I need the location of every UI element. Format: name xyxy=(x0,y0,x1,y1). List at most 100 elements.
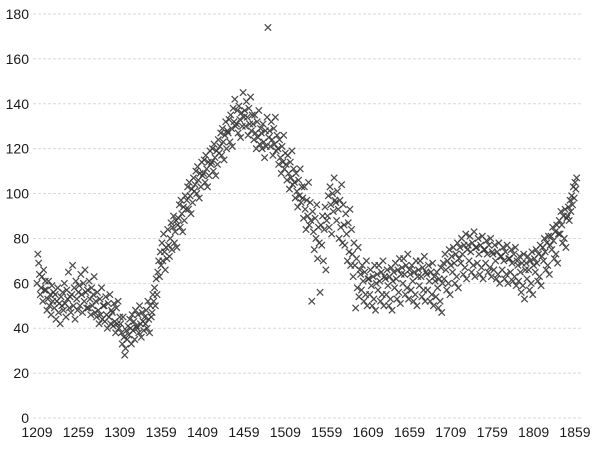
data-point-marker xyxy=(279,158,287,166)
x-tick-label: 1409 xyxy=(187,424,218,440)
data-point-marker xyxy=(228,142,236,151)
data-point-marker xyxy=(347,225,356,234)
data-point-marker xyxy=(509,277,517,285)
data-point-marker xyxy=(232,122,240,130)
data-point-marker xyxy=(57,293,65,301)
data-point-marker xyxy=(570,194,578,202)
data-point-marker xyxy=(252,145,260,153)
data-point-marker xyxy=(255,106,263,115)
y-tick-label: 120 xyxy=(6,141,30,157)
data-point-marker xyxy=(273,131,281,139)
y-tick-label: 100 xyxy=(6,186,30,202)
data-point-marker xyxy=(37,284,45,292)
data-point-marker xyxy=(438,308,446,317)
x-tick-label: 1759 xyxy=(477,424,508,440)
data-point-marker xyxy=(140,313,149,321)
data-point-marker xyxy=(413,302,421,310)
data-point-marker xyxy=(492,275,501,283)
data-point-marker xyxy=(115,324,123,332)
data-point-marker xyxy=(397,270,405,278)
data-point-marker xyxy=(330,174,338,182)
data-point-marker xyxy=(223,127,232,135)
data-point-marker xyxy=(323,212,332,220)
data-point-marker xyxy=(420,252,429,261)
data-point-marker xyxy=(438,279,447,287)
data-point-marker xyxy=(540,234,549,243)
data-point-marker xyxy=(521,266,529,274)
data-point-marker xyxy=(138,308,146,317)
data-point-marker xyxy=(175,201,184,209)
data-point-marker xyxy=(542,266,550,274)
data-point-marker xyxy=(501,275,509,283)
data-point-marker xyxy=(189,174,198,182)
data-point-marker xyxy=(346,205,354,213)
data-point-marker xyxy=(439,259,448,267)
data-point-marker xyxy=(235,102,243,110)
data-point-marker xyxy=(102,293,110,301)
data-point-marker xyxy=(313,201,321,209)
data-point-marker xyxy=(394,266,402,274)
data-point-marker xyxy=(187,210,195,218)
data-point-marker xyxy=(451,279,459,287)
data-point-marker xyxy=(507,246,515,254)
data-point-marker xyxy=(367,281,376,290)
data-point-marker xyxy=(411,290,419,299)
data-point-marker xyxy=(214,136,222,144)
data-point-marker xyxy=(308,297,316,305)
data-point-marker xyxy=(404,295,413,303)
y-tick-label: 180 xyxy=(6,6,30,22)
data-point-marker xyxy=(56,320,64,328)
data-point-marker xyxy=(499,243,507,252)
data-point-marker xyxy=(67,308,75,317)
data-point-marker xyxy=(318,241,326,249)
data-point-marker xyxy=(90,272,98,281)
data-point-marker xyxy=(491,241,499,249)
data-point-marker xyxy=(426,297,434,305)
data-point-marker xyxy=(484,268,492,276)
data-point-marker xyxy=(140,326,148,335)
data-point-marker xyxy=(396,299,405,308)
data-point-marker xyxy=(545,270,553,278)
data-point-marker xyxy=(240,113,248,121)
data-point-marker xyxy=(217,151,226,160)
data-point-marker xyxy=(59,288,67,296)
data-point-marker xyxy=(447,261,455,270)
data-point-marker xyxy=(39,266,48,274)
data-point-marker xyxy=(502,270,510,278)
data-point-marker xyxy=(550,255,558,263)
data-point-marker xyxy=(401,290,409,299)
data-point-marker xyxy=(428,259,437,267)
data-point-marker xyxy=(184,205,193,213)
data-point-marker xyxy=(212,171,220,180)
data-point-marker xyxy=(308,207,317,216)
y-tick-label: 80 xyxy=(13,230,29,246)
data-point-marker xyxy=(257,129,265,137)
data-point-marker xyxy=(406,270,414,278)
data-point-marker xyxy=(390,268,398,276)
data-point-marker xyxy=(520,295,529,303)
data-point-marker xyxy=(551,228,559,236)
data-point-marker xyxy=(537,281,545,290)
data-point-marker xyxy=(339,201,347,209)
data-point-marker xyxy=(201,178,209,186)
data-point-marker xyxy=(245,104,253,112)
data-point-marker xyxy=(92,297,100,305)
data-point-marker xyxy=(213,160,222,169)
data-point-marker xyxy=(233,106,241,115)
data-point-marker xyxy=(328,189,337,198)
data-point-marker xyxy=(81,266,89,274)
data-point-marker xyxy=(151,302,160,310)
data-point-marker xyxy=(373,270,381,278)
data-point-marker xyxy=(150,297,158,305)
data-point-marker xyxy=(86,295,94,303)
data-point-marker xyxy=(174,214,183,222)
data-point-marker xyxy=(565,216,573,225)
data-point-marker xyxy=(286,158,294,166)
data-point-marker xyxy=(60,279,68,287)
data-point-marker xyxy=(436,297,444,305)
data-point-marker xyxy=(222,145,231,153)
data-point-marker xyxy=(333,187,342,195)
data-point-marker xyxy=(117,329,126,337)
data-point-marker xyxy=(87,284,96,292)
